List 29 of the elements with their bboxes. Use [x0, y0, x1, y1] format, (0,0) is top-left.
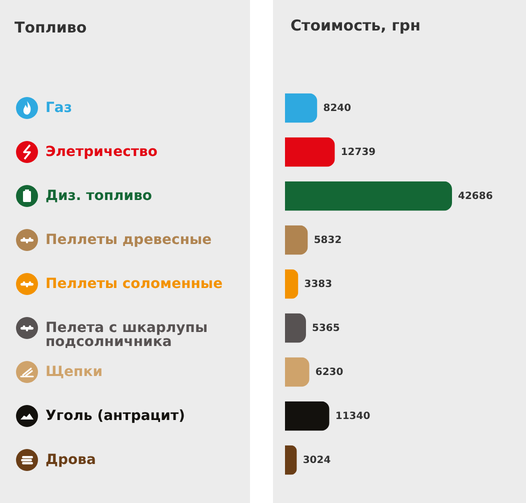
data-label: 11340: [335, 411, 370, 422]
y-tick-label: Уголь (антрацит): [46, 408, 186, 424]
y-tick-label: Диз. топливо: [46, 188, 152, 204]
data-label: 6230: [315, 367, 344, 378]
bar: [285, 357, 310, 387]
data-label: 42686: [458, 191, 493, 202]
data-label: 3383: [304, 279, 332, 290]
x-axis-title: Стоимость, грн: [290, 16, 421, 34]
y-tick-label: Дрова: [46, 452, 96, 468]
bar: [285, 225, 308, 255]
bar: [285, 137, 335, 167]
data-label: 8240: [323, 103, 352, 114]
bar: [285, 313, 306, 343]
data-label: 5832: [314, 235, 342, 246]
bar: [285, 269, 298, 299]
y-tick-label: Пеллеты древесные: [46, 232, 212, 248]
bar: [285, 93, 318, 123]
bar: [285, 401, 330, 431]
y-tick-label: Щепки: [46, 364, 103, 380]
data-label: 3024: [302, 455, 331, 466]
y-axis-title: Топливо: [14, 18, 87, 36]
data-label: 12739: [340, 147, 376, 158]
bar: [285, 181, 452, 211]
y-tick-label: Газ: [46, 100, 72, 116]
y-tick-label: Пелета с шкарлупы подсолничника: [46, 320, 208, 350]
bar: [285, 445, 297, 475]
y-tick-label: Пеллеты соломенные: [46, 276, 223, 292]
y-tick-label: Элетричество: [46, 144, 158, 160]
data-label: 5365: [312, 323, 340, 334]
